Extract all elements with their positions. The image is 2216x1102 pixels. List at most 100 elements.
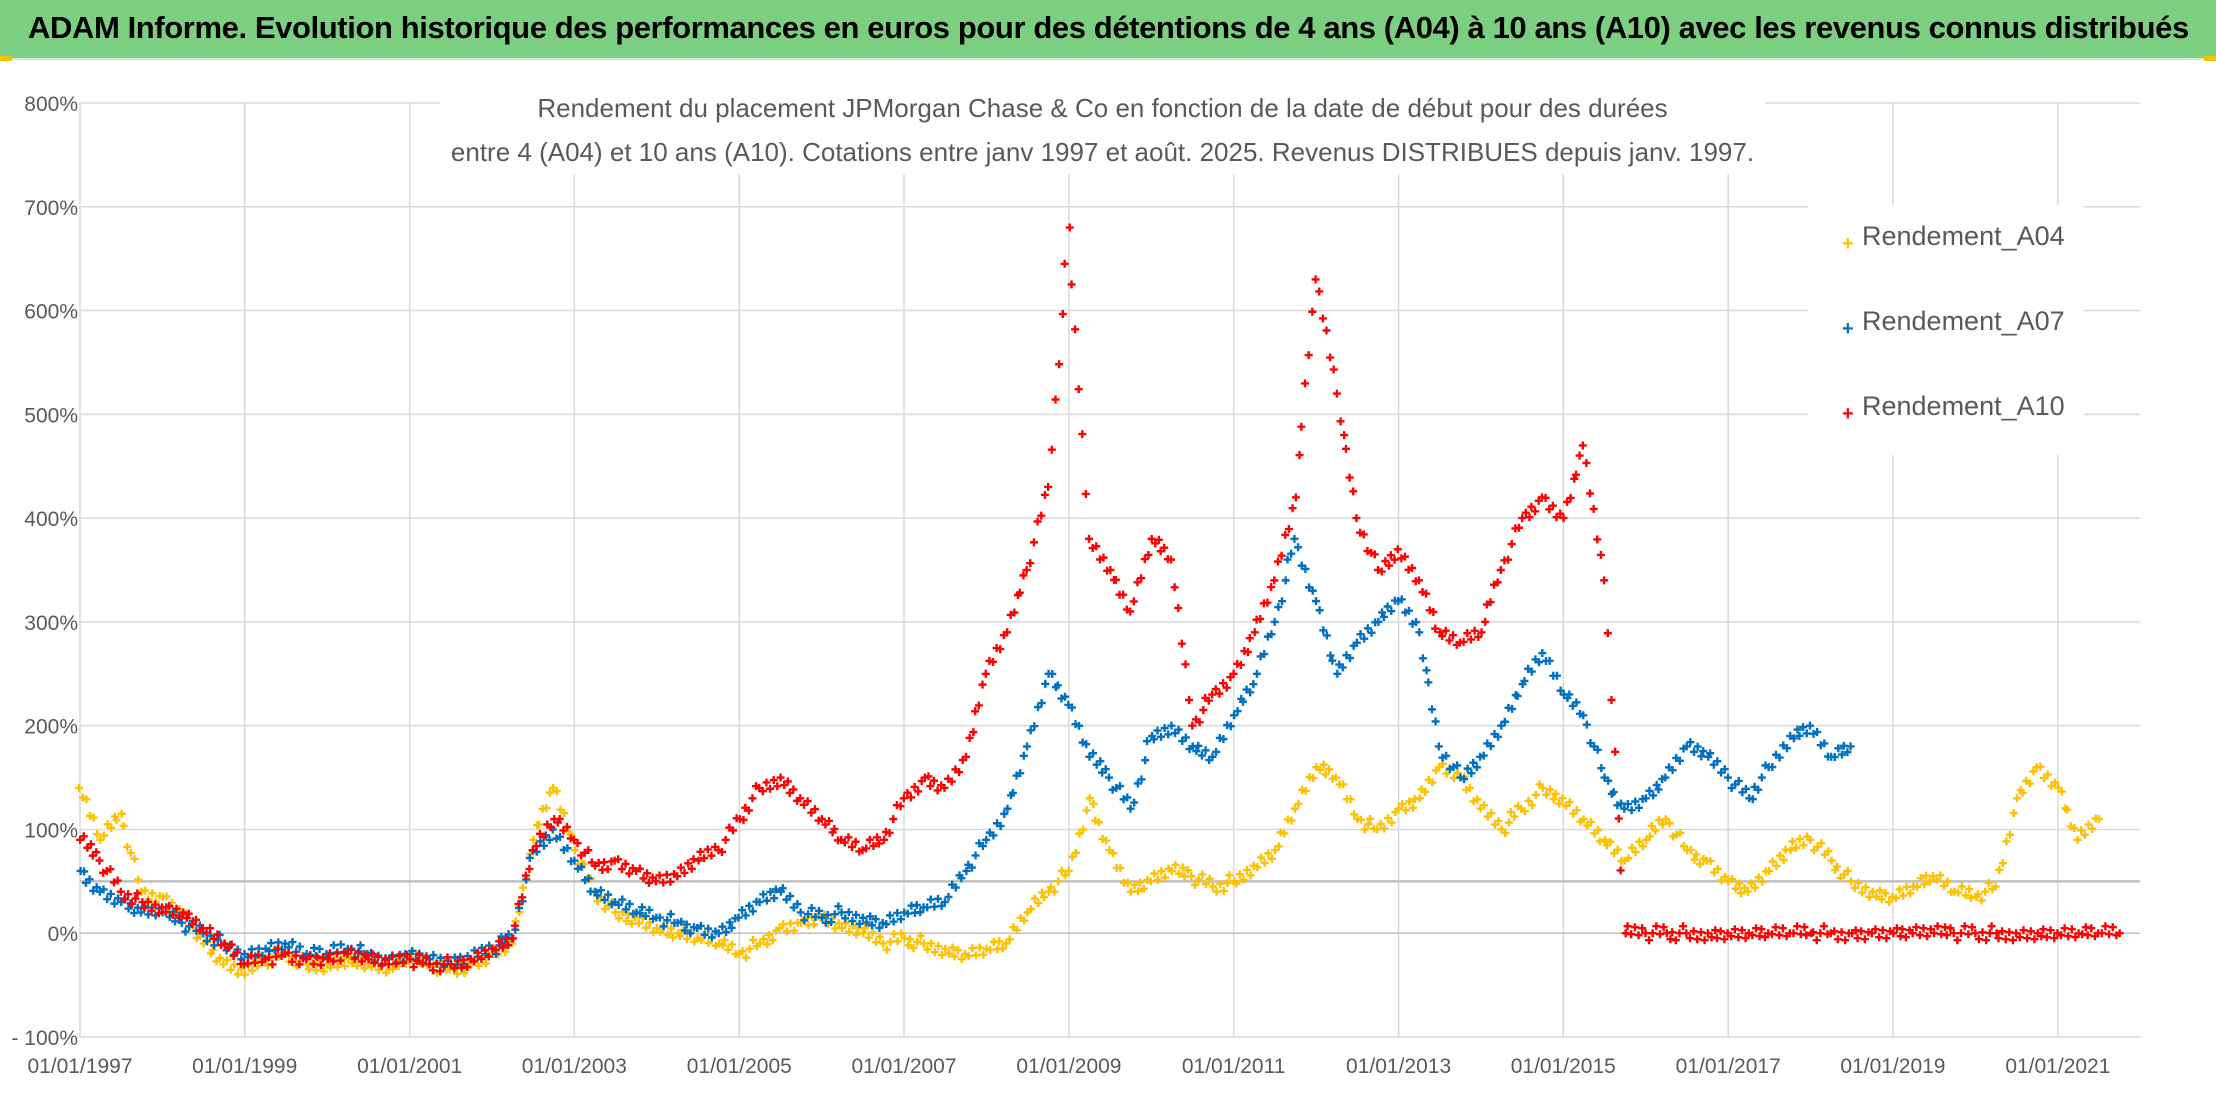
data-point-Rendement_A07 — [858, 913, 867, 922]
data-point-Rendement_A10 — [1757, 925, 1766, 934]
data-point-Rendement_A10 — [1199, 706, 1208, 715]
data-point-Rendement_A04 — [1854, 878, 1863, 887]
data-point-Rendement_A04 — [964, 952, 973, 961]
data-point-Rendement_A07 — [638, 903, 647, 912]
data-point-Rendement_A07 — [1274, 603, 1283, 612]
data-point-Rendement_A10 — [1256, 614, 1265, 623]
legend-marker-a04: + — [1842, 233, 1854, 255]
data-point-Rendement_A10 — [1720, 935, 1729, 944]
data-point-Rendement_A10 — [1055, 360, 1064, 369]
data-point-Rendement_A07 — [1649, 791, 1658, 800]
data-point-Rendement_A04 — [697, 936, 706, 945]
y-tick-label: 300% — [24, 612, 78, 635]
data-point-Rendement_A07 — [759, 890, 768, 899]
data-point-Rendement_A04 — [675, 932, 684, 941]
data-point-Rendement_A04 — [1075, 829, 1084, 838]
data-point-Rendement_A10 — [1222, 683, 1231, 692]
data-point-Rendement_A04 — [1795, 835, 1804, 844]
data-point-Rendement_A10 — [981, 669, 990, 678]
data-point-Rendement_A07 — [636, 909, 645, 918]
data-point-Rendement_A04 — [1005, 935, 1014, 944]
data-point-Rendement_A04 — [890, 930, 899, 939]
series-Rendement_A10 — [76, 223, 2124, 976]
data-point-Rendement_A10 — [1968, 923, 1977, 932]
data-point-Rendement_A07 — [1157, 732, 1166, 741]
data-point-Rendement_A10 — [1051, 395, 1060, 404]
data-point-Rendement_A10 — [825, 816, 834, 825]
data-point-Rendement_A04 — [1309, 774, 1318, 783]
data-point-Rendement_A10 — [848, 843, 857, 852]
data-point-Rendement_A07 — [1061, 692, 1070, 701]
data-point-Rendement_A07 — [1123, 793, 1132, 802]
data-point-Rendement_A07 — [1645, 786, 1654, 795]
data-point-Rendement_A10 — [1582, 458, 1591, 467]
data-point-Rendement_A07 — [778, 884, 787, 893]
data-point-Rendement_A04 — [1916, 874, 1925, 883]
data-point-Rendement_A04 — [226, 965, 235, 974]
data-point-Rendement_A10 — [1284, 525, 1293, 534]
data-point-Rendement_A04 — [1658, 820, 1667, 829]
data-point-Rendement_A10 — [644, 878, 653, 887]
data-point-Rendement_A10 — [940, 783, 949, 792]
data-point-Rendement_A04 — [738, 947, 747, 956]
data-point-Rendement_A04 — [1913, 882, 1922, 891]
data-point-Rendement_A04 — [1827, 856, 1836, 865]
data-point-Rendement_A10 — [1438, 631, 1447, 640]
data-point-Rendement_A10 — [1525, 513, 1534, 522]
data-point-Rendement_A10 — [1099, 553, 1108, 562]
data-point-Rendement_A10 — [477, 954, 486, 963]
data-point-Rendement_A10 — [1445, 636, 1454, 645]
data-point-Rendement_A10 — [1301, 379, 1310, 388]
data-point-Rendement_A04 — [1776, 851, 1785, 860]
data-point-Rendement_A10 — [796, 794, 805, 803]
data-point-Rendement_A10 — [680, 868, 689, 877]
data-point-Rendement_A10 — [1693, 935, 1702, 944]
data-point-Rendement_A04 — [1046, 883, 1055, 892]
data-point-Rendement_A07 — [1535, 658, 1544, 667]
data-point-Rendement_A04 — [1679, 842, 1688, 851]
data-point-Rendement_A07 — [1034, 703, 1042, 712]
data-point-Rendement_A07 — [725, 918, 734, 927]
data-point-Rendement_A10 — [2026, 927, 2035, 936]
data-point-Rendement_A10 — [391, 959, 400, 968]
data-point-Rendement_A04 — [1506, 808, 1515, 817]
data-point-Rendement_A10 — [1689, 927, 1698, 936]
y-tick-label: 400% — [24, 508, 78, 531]
data-point-Rendement_A10 — [1390, 555, 1399, 564]
data-point-Rendement_A04 — [1579, 815, 1588, 824]
data-point-Rendement_A07 — [718, 922, 727, 931]
data-point-Rendement_A04 — [1161, 873, 1170, 882]
data-point-Rendement_A07 — [504, 930, 513, 939]
data-point-Rendement_A04 — [1089, 799, 1098, 808]
data-point-Rendement_A04 — [704, 939, 713, 948]
data-point-Rendement_A07 — [1748, 795, 1757, 804]
data-point-Rendement_A10 — [2105, 930, 2114, 939]
data-point-Rendement_A10 — [1645, 936, 1654, 945]
data-point-Rendement_A10 — [1474, 632, 1483, 641]
data-point-Rendement_A10 — [707, 851, 716, 860]
data-point-Rendement_A07 — [295, 942, 304, 951]
data-point-Rendement_A10 — [1812, 936, 1821, 945]
data-point-Rendement_A10 — [1119, 590, 1128, 599]
data-point-Rendement_A10 — [614, 855, 623, 864]
data-point-Rendement_A07 — [171, 917, 180, 926]
data-point-Rendement_A07 — [1661, 773, 1670, 782]
data-point-Rendement_A07 — [1500, 717, 1509, 726]
legend-item-a10: + Rendement_A10 — [1842, 391, 2065, 431]
data-point-Rendement_A10 — [1332, 389, 1341, 398]
data-point-Rendement_A10 — [1871, 925, 1880, 934]
data-point-Rendement_A04 — [1064, 866, 1073, 875]
data-point-Rendement_A07 — [1338, 663, 1347, 672]
data-point-Rendement_A10 — [2030, 935, 2039, 944]
data-point-Rendement_A10 — [1627, 930, 1636, 939]
data-point-Rendement_A10 — [414, 950, 423, 959]
data-point-Rendement_A07 — [677, 917, 686, 926]
data-point-Rendement_A10 — [617, 865, 626, 874]
data-point-Rendement_A04 — [1480, 801, 1489, 810]
data-point-Rendement_A10 — [502, 934, 511, 943]
data-point-Rendement_A10 — [188, 920, 197, 929]
data-point-Rendement_A04 — [1487, 809, 1496, 818]
data-point-Rendement_A07 — [1360, 634, 1369, 643]
data-point-Rendement_A07 — [1802, 729, 1811, 738]
data-point-Rendement_A07 — [177, 918, 186, 927]
